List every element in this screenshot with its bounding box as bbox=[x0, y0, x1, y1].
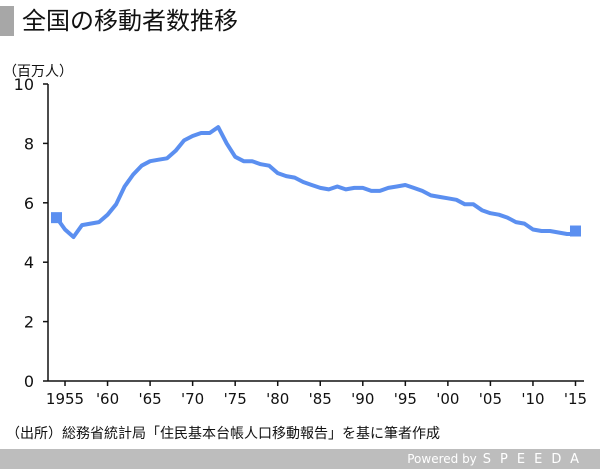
x-tick-label: '95 bbox=[394, 390, 417, 408]
y-tick-label: 2 bbox=[24, 313, 34, 332]
x-tick-label: '80 bbox=[266, 390, 289, 408]
x-tick-label: '75 bbox=[224, 390, 247, 408]
x-tick-label: '05 bbox=[479, 390, 502, 408]
x-tick-label: 1955 bbox=[46, 390, 84, 408]
x-tick-label: '90 bbox=[351, 390, 374, 408]
page-title: 全国の移動者数推移 bbox=[22, 7, 238, 35]
footer-band: Powered by SPEEDA bbox=[0, 449, 600, 469]
chart-area: （百万人） 0 2 4 6 8 10 1955 '60 '65 '70 '75 '80 '85 '90 '… bbox=[3, 64, 587, 408]
powered-by: Powered by SPEEDA bbox=[407, 449, 588, 470]
series-marker bbox=[51, 212, 63, 224]
x-tick-label: '85 bbox=[309, 390, 332, 408]
series-line bbox=[54, 125, 578, 239]
y-tick-label: 0 bbox=[24, 372, 34, 391]
series-marker bbox=[569, 225, 581, 237]
x-axis-ticks: 1955 '60 '65 '70 '75 '80 '85 '90 '95 '00 '05 '10 '15 bbox=[46, 381, 587, 408]
powered-by-label: Powered by bbox=[407, 452, 477, 466]
title-accent-bar bbox=[0, 6, 14, 36]
x-tick-label: '70 bbox=[181, 390, 204, 408]
y-tick-label: 4 bbox=[24, 253, 34, 272]
y-axis-ticks: 0 2 4 6 8 10 bbox=[14, 75, 48, 391]
brand-logo-text: SPEEDA bbox=[482, 452, 588, 467]
source-note: （出所）総務省統計局「住民基本台帳人口移動報告」を基に筆者作成 bbox=[6, 426, 440, 442]
x-tick-label: '10 bbox=[521, 390, 544, 408]
y-tick-label: 6 bbox=[24, 194, 34, 213]
x-tick-label: '65 bbox=[138, 390, 161, 408]
x-tick-label: '15 bbox=[564, 390, 587, 408]
series-markers bbox=[51, 212, 581, 237]
y-axis-label: （百万人） bbox=[3, 64, 73, 80]
x-tick-label: '60 bbox=[96, 390, 119, 408]
y-tick-label: 10 bbox=[14, 75, 34, 94]
x-tick-label: '00 bbox=[436, 390, 459, 408]
y-tick-label: 8 bbox=[24, 134, 34, 153]
